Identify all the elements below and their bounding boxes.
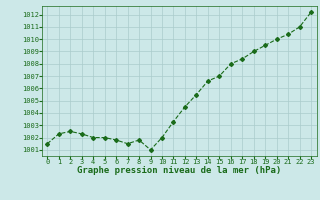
X-axis label: Graphe pression niveau de la mer (hPa): Graphe pression niveau de la mer (hPa) [77, 166, 281, 175]
